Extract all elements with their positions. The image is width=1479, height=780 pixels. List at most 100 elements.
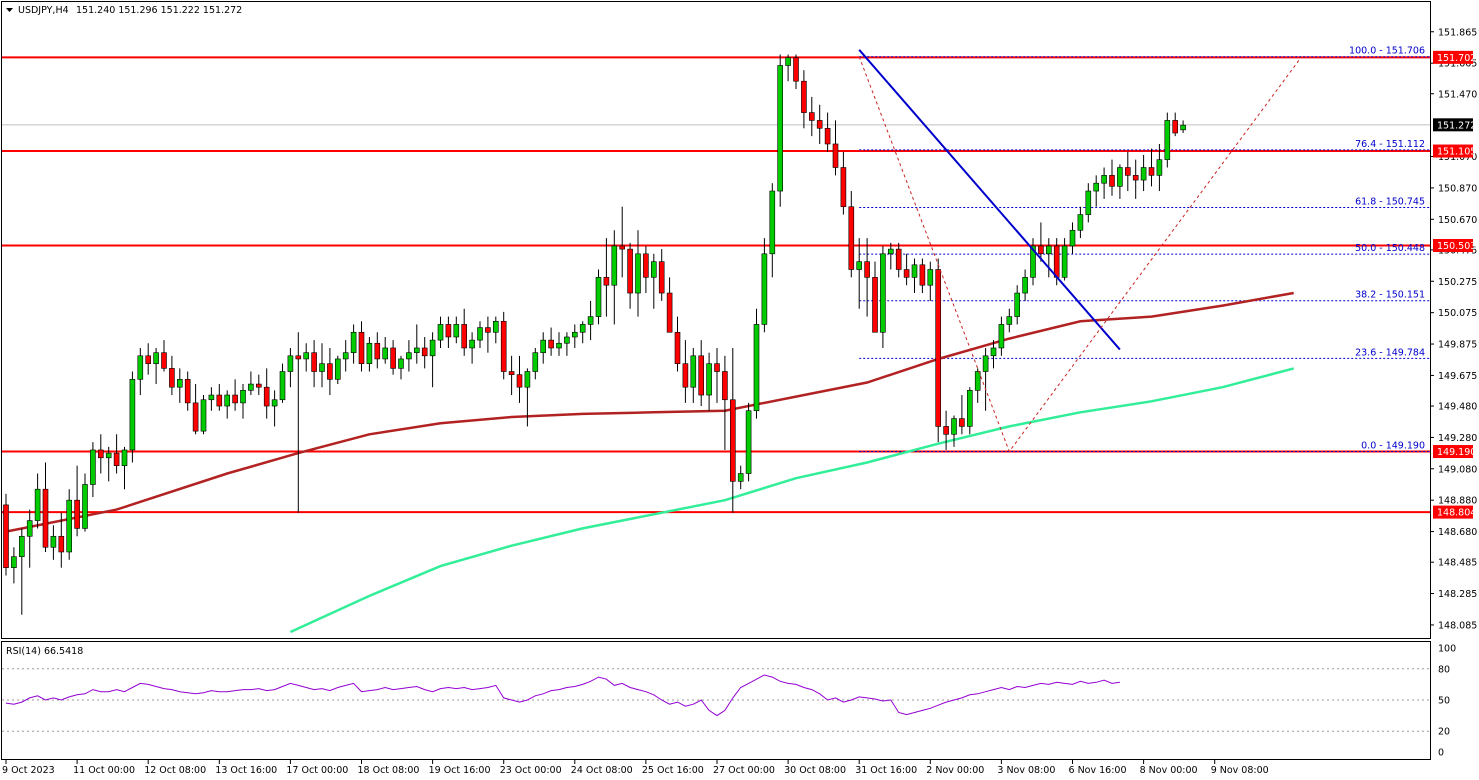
candle-body-29	[232, 394, 238, 404]
candle-body-69	[548, 339, 554, 349]
candle-128	[1014, 285, 1021, 325]
y-tick-label-8: 150.075	[1438, 308, 1477, 319]
candle-body-65	[516, 374, 523, 388]
candle-body-90	[714, 363, 720, 372]
candle-42	[334, 355, 341, 385]
rsi-tick-80: 80	[1438, 664, 1450, 675]
candle-149	[1180, 120, 1186, 133]
y-tick-label-14: 148.880	[1438, 496, 1477, 507]
x-tick-label-8: 24 Oct 08:00	[571, 765, 633, 776]
y-tick-label-0: 151.865	[1438, 27, 1477, 38]
candle-body-79	[627, 248, 633, 294]
candle-body-132	[1046, 245, 1052, 255]
candle-95	[753, 308, 760, 419]
candle-21	[169, 355, 175, 396]
candle-40	[319, 343, 325, 388]
candle-75	[595, 269, 602, 325]
candle-38	[303, 343, 310, 372]
candle-body-28	[224, 394, 230, 407]
rsi-tick-0: 0	[1438, 748, 1444, 759]
candle-147	[1164, 112, 1171, 168]
candle-29	[232, 379, 238, 411]
candle-body-64	[508, 371, 515, 375]
current-price-tag-label: 151.272	[1437, 120, 1476, 131]
candle-145	[1148, 148, 1155, 187]
fibonacci-retracement: 100.0 - 151.706 76.4 - 151.112 61.8 - 150.…	[859, 46, 1430, 453]
candle-135	[1069, 222, 1076, 254]
candle-86	[682, 340, 689, 403]
candle-body-98	[777, 65, 784, 192]
candle-body-139	[1101, 175, 1107, 184]
candle-body-94	[745, 410, 752, 474]
candle-103	[816, 104, 823, 144]
collapse-triangle-icon[interactable]	[6, 8, 13, 12]
price-panel-frame	[1, 1, 1431, 639]
candle-10	[82, 473, 88, 532]
candle-2	[18, 528, 25, 615]
y-tick-label-1: 151.665	[1438, 59, 1477, 70]
candle-51	[406, 340, 412, 372]
candle-132	[1046, 238, 1052, 278]
candle-26	[208, 387, 215, 411]
candle-body-10	[82, 484, 88, 529]
candle-body-84	[666, 292, 673, 333]
candle-body-40	[319, 363, 325, 372]
candle-67	[532, 347, 539, 380]
candle-70	[556, 332, 562, 356]
candle-body-34	[271, 399, 278, 407]
fib-label-6: 0.0 - 149.190	[1361, 441, 1425, 452]
candle-body-0	[3, 504, 9, 568]
candle-61	[485, 316, 491, 353]
candle-body-134	[1061, 245, 1068, 278]
candle-22	[177, 368, 183, 403]
candle-44	[350, 324, 357, 364]
candle-body-101	[801, 80, 807, 113]
candle-126	[998, 316, 1005, 356]
candle-63	[500, 311, 507, 380]
candle-41	[327, 347, 333, 396]
candle-body-61	[485, 327, 491, 333]
level-tag-0-box	[1433, 50, 1473, 64]
candle-90	[714, 347, 720, 403]
candle-body-14	[113, 452, 120, 466]
candle-109	[864, 238, 870, 317]
candle-115	[911, 258, 918, 294]
candle-body-59	[469, 339, 475, 349]
candle-84	[666, 277, 673, 333]
candle-34	[271, 390, 278, 427]
candle-105	[832, 120, 839, 176]
candle-111	[880, 245, 886, 348]
candle-body-127	[1006, 316, 1013, 325]
candle-20	[161, 340, 167, 372]
candle-body-130	[1030, 245, 1036, 278]
candle-body-63	[500, 320, 507, 372]
candle-body-9	[74, 499, 80, 529]
candle-body-87	[690, 355, 697, 388]
candle-80	[635, 230, 641, 317]
candle-14	[113, 434, 120, 474]
candle-body-105	[832, 143, 839, 168]
candle-55	[437, 316, 444, 348]
moving-averages	[5, 291, 1295, 634]
candle-body-122	[966, 390, 973, 427]
fib-label-2: 61.8 - 150.745	[1355, 197, 1425, 208]
candle-15	[121, 446, 128, 490]
candle-62	[492, 316, 499, 344]
candle-body-137	[1085, 190, 1092, 215]
candle-body-41	[327, 363, 333, 380]
candle-body-147	[1164, 120, 1171, 160]
sma-200-line	[289, 367, 1295, 634]
candle-body-83	[658, 261, 665, 294]
y-tick-label-16: 148.485	[1438, 558, 1477, 569]
candle-body-12	[98, 449, 104, 459]
candle-body-19	[153, 352, 159, 364]
candle-68	[540, 332, 547, 364]
support-resistance-levels	[2, 56, 1430, 514]
candle-body-38	[303, 352, 310, 360]
candle-108	[856, 238, 863, 309]
candle-body-125	[990, 347, 997, 357]
candle-5	[42, 462, 49, 552]
candle-body-72	[571, 331, 578, 338]
candle-0	[3, 493, 9, 576]
